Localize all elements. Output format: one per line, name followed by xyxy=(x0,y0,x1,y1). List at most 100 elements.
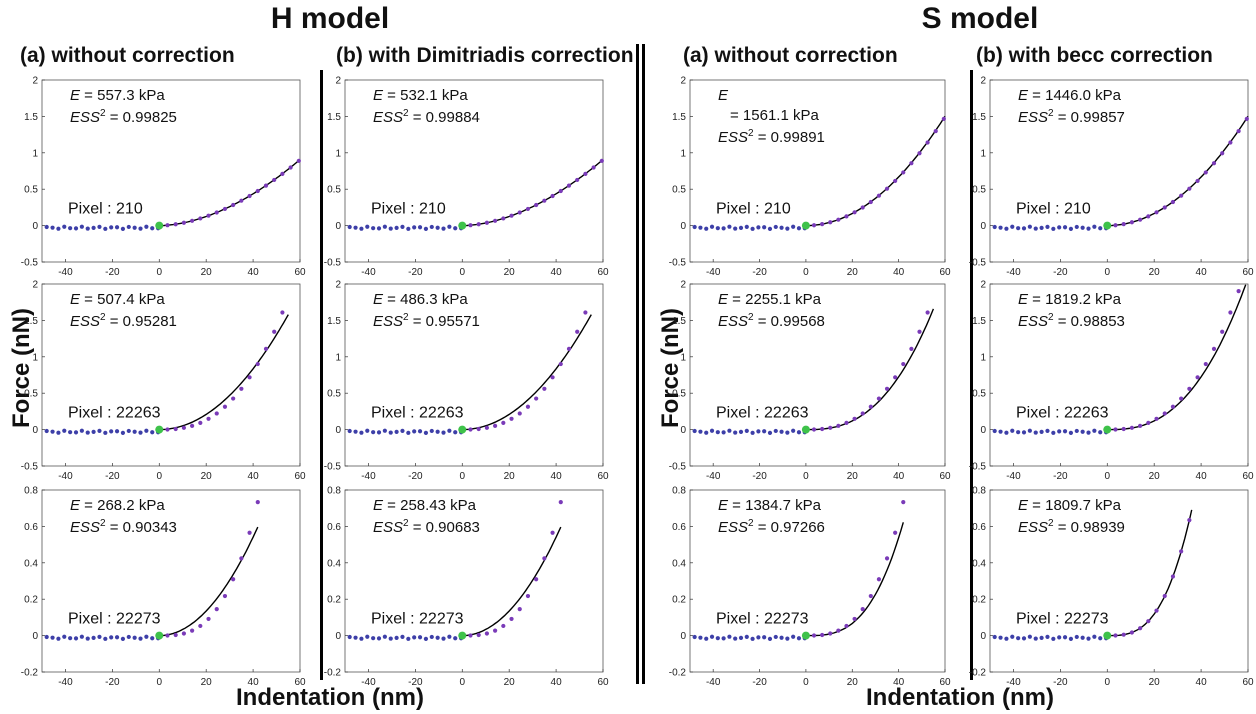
plot-s-a-r2-data-point xyxy=(820,426,825,432)
plot-s-a-r1-baseline-point xyxy=(791,224,796,229)
plot-s-b-r3-data-point xyxy=(1113,633,1118,638)
plot-s-b-r3-data-point xyxy=(1129,630,1134,635)
plot-s-a-r2-data-point xyxy=(909,346,914,351)
plot-s-a-r2-xtick-label: -20 xyxy=(752,471,767,482)
plot-h-b-r2-baseline-point xyxy=(394,429,399,434)
plot-h-b-r2-data-point xyxy=(566,346,572,351)
plot-h-b-r3-data-point xyxy=(550,530,555,535)
plot-s-a-r3-data-point xyxy=(893,530,898,535)
plot-h-a-r1-xtick-label: 40 xyxy=(248,267,260,278)
plot-h-b-r1-data-point xyxy=(501,216,506,221)
plot-s-a-r2-baseline-point xyxy=(698,429,703,434)
plot-s-a-r2-baseline-point xyxy=(773,428,778,434)
plot-s-b-r3-ytick-label: 0.4 xyxy=(972,558,986,569)
plot-s-a-r1-xtick-label: -20 xyxy=(752,267,767,278)
plot-h-a-r1-baseline-point xyxy=(73,226,79,231)
plot-h-b-r2-frame xyxy=(344,283,604,467)
plot-h-a-r1-modulus-label: E = 557.3 kPa xyxy=(70,87,165,104)
plot-s-a-r2-ytick-label: 0.5 xyxy=(672,389,686,400)
plot-s-b-r3-ytick-label: 0.8 xyxy=(972,486,986,497)
plot-h-b-r1-data-point xyxy=(517,210,522,215)
plot-h-a-r1-ytick-label: 0.5 xyxy=(24,185,38,196)
plot-h-a-r2-data-point xyxy=(206,416,211,421)
plot-h-a-r3-ytick-label: 0.4 xyxy=(24,558,38,569)
plot-h-a-r2-data-point xyxy=(214,411,219,416)
plot-h-b-r2-data-point xyxy=(517,411,522,416)
plot-h-a-r3-baseline-point xyxy=(62,634,67,639)
plot-h-a-r3: -40 -20 0 20 40 60 -0.2 0 0.2 0.4 0.6 0.8 Pixel : 22… xyxy=(21,486,306,689)
plot-s-a-r2-data-point xyxy=(917,329,922,334)
plot-s-b-r3-data-point xyxy=(1146,619,1151,624)
plot-h-a-r2-data-point xyxy=(222,404,228,409)
plot-h-b-r2-data-point xyxy=(583,310,588,315)
plot-s-b-r2-contact-point xyxy=(1103,425,1112,434)
plot-s-a-r1-data-point xyxy=(933,128,938,134)
plot-s-b-r2-data-point xyxy=(1146,420,1151,425)
plot-s-a-r3-baseline-point xyxy=(796,636,802,641)
plot-s-b-r3-contact-point xyxy=(1103,631,1112,640)
plot-s-b-r1-frame xyxy=(989,79,1249,263)
plot-h-a-r3-baseline-point xyxy=(120,636,126,641)
model-divider-left xyxy=(636,44,639,684)
plot-s-a-r3-pixel-label: Pixel : 22273 xyxy=(716,611,809,628)
plot-s-a-r1-baseline-point xyxy=(721,226,726,231)
plot-h-b-r2-xtick-label: -40 xyxy=(361,471,376,482)
plot-h-a-r1-data-point xyxy=(247,193,252,199)
plot-s-b-r3-baseline-point xyxy=(1080,635,1085,640)
plot-s-a-r1-data-point xyxy=(828,220,833,225)
plot-h-b-r2-baseline-point xyxy=(400,428,405,433)
plot-h-a-r1-baseline-point xyxy=(103,226,108,231)
plot-s-a-r2-data-point xyxy=(860,411,865,416)
plot-h-a-r1-data-point xyxy=(272,177,277,183)
plot-s-b-r1-data-point xyxy=(1138,217,1143,222)
s-model-title: S model xyxy=(921,2,1039,35)
plot-s-b-r1-baseline-point xyxy=(992,224,997,230)
plot-s-a-r3-frame xyxy=(689,489,946,673)
plot-s-b-r2-baseline-point xyxy=(1092,428,1097,433)
plot-s-b-r1-baseline-point xyxy=(1033,226,1038,231)
plot-s-b-r1-baseline-point xyxy=(1098,226,1103,231)
plot-h-a-r1-data-point xyxy=(190,218,195,223)
plot-h-a-r2-baseline-point xyxy=(103,430,108,435)
plot-s-b-r3-ytick-label: -0.2 xyxy=(969,668,987,679)
plot-s-a-r2-xtick-label: 40 xyxy=(893,471,905,482)
plot-s-b-r1-baseline-point xyxy=(1027,224,1032,229)
plot-s-a-r1-data-point xyxy=(860,205,865,210)
plot-s-b-r2-baseline-point xyxy=(1098,430,1103,435)
plot-s-a-r2-data-point xyxy=(925,310,930,315)
plot-h-a-r1-data-point xyxy=(263,183,269,188)
plot-s-b-r2-baseline-point xyxy=(1051,430,1056,435)
plot-h-b-r3-ytick-label: 0.4 xyxy=(327,558,341,569)
plot-s-a-r3-baseline-point xyxy=(692,634,697,640)
plot-h-a-r2-ytick-label: 2 xyxy=(32,280,38,291)
plot-h-b-r3-baseline-point xyxy=(435,635,440,640)
plot-s-a-r2-baseline-point xyxy=(715,430,720,435)
plot-h-a-r1-data-point xyxy=(165,223,170,228)
plot-s-a-r1-contact-point xyxy=(801,221,810,230)
plot-s-a-r1-data-point xyxy=(852,210,857,215)
plot-s-b-r3-modulus-label: E = 1809.7 kPa xyxy=(1018,497,1122,514)
plot-s-a-r1-data-point xyxy=(909,161,914,166)
plot-h-a-r2-baseline-point xyxy=(44,428,49,434)
plot-s-b-r2-data-point xyxy=(1170,404,1176,409)
plot-s-b-r3-xtick-label: -20 xyxy=(1053,677,1068,688)
plot-h-b-r2-baseline-point xyxy=(371,430,376,435)
plot-h-b-r2-baseline-point xyxy=(441,430,446,435)
plot-s-b-r1-data-point xyxy=(1195,178,1200,184)
plot-s-b-r3-xtick-label: 0 xyxy=(1104,677,1110,688)
plot-h-a-r1-xtick-label: -20 xyxy=(105,267,120,278)
plot-s-b-r1-data-point xyxy=(1170,199,1176,205)
plot-s-b-r2-data-point xyxy=(1236,289,1241,294)
plot-s-a-r1-data-point xyxy=(868,199,873,205)
plot-h-a-r3-baseline-point xyxy=(97,634,102,639)
plot-s-b-r3-baseline-point xyxy=(1004,636,1009,641)
plot-s-a-r1-data-point xyxy=(811,223,817,228)
plot-s-a-r2-data-point xyxy=(901,361,906,367)
plot-h-b-r2-ytick-label: 2 xyxy=(335,280,341,291)
plot-s-b-r3-data-point xyxy=(1170,574,1176,579)
plot-s-b-r2-data-point xyxy=(1203,361,1208,367)
plot-s-a-r1-ess-label: ESS2 = 0.99891 xyxy=(718,128,825,146)
plot-s-b-r1: -40 -20 0 20 40 60 -0.5 0 0.5 1 1.5 2 Pixel : 210 E =… xyxy=(969,76,1254,279)
plot-h-b-r2-data-point xyxy=(558,361,563,367)
plot-h-b-r2-ytick-label: -0.5 xyxy=(324,462,342,473)
